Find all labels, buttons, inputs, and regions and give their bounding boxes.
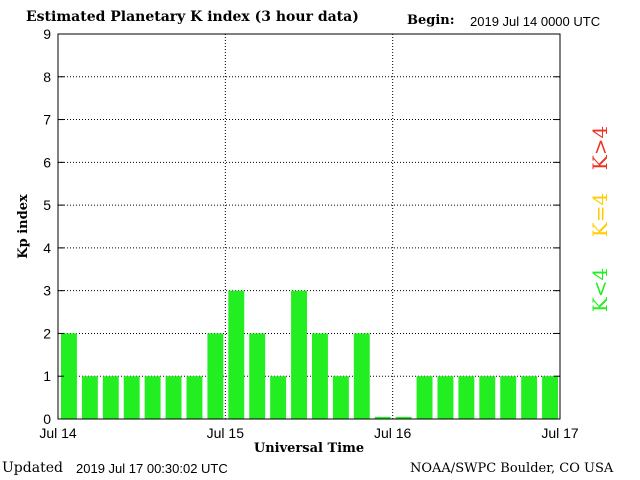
kp-bar bbox=[479, 376, 496, 419]
y-axis-ticks: 0 1 2 3 4 5 6 7 8 9 bbox=[43, 26, 560, 427]
x-tick-label: Jul 15 bbox=[207, 425, 245, 441]
y-tick-label: 0 bbox=[43, 411, 51, 427]
y-tick-label: 6 bbox=[43, 154, 51, 170]
y-tick-label: 7 bbox=[43, 112, 51, 128]
begin-value: 2019 Jul 14 0000 UTC bbox=[470, 14, 601, 29]
y-tick-label: 5 bbox=[43, 197, 51, 213]
kp-bar bbox=[186, 376, 203, 419]
kp-bar bbox=[416, 376, 433, 419]
y-tick-label: 3 bbox=[43, 283, 51, 299]
kp-bar bbox=[144, 376, 161, 419]
y-axis-title: Kp index bbox=[16, 194, 31, 259]
x-tick-label: Jul 14 bbox=[39, 425, 77, 441]
kp-bar bbox=[458, 376, 475, 419]
kp-bar bbox=[521, 376, 538, 419]
kp-bar bbox=[270, 376, 287, 419]
kp-bar bbox=[500, 376, 517, 419]
bars bbox=[61, 290, 558, 419]
updated-label: Updated bbox=[2, 460, 63, 476]
credit-text: NOAA/SWPC Boulder, CO USA bbox=[410, 461, 614, 476]
kp-bar bbox=[353, 333, 370, 419]
kp-bar bbox=[207, 333, 224, 419]
kp-bar bbox=[81, 376, 98, 419]
legend: K<4 K=4 K>4 bbox=[588, 126, 612, 312]
kp-bar bbox=[61, 333, 77, 419]
x-tick-label: Jul 17 bbox=[541, 425, 579, 441]
y-tick-label: 1 bbox=[43, 368, 51, 384]
legend-entry: K<4 bbox=[588, 268, 612, 312]
kp-bar bbox=[332, 376, 349, 419]
kp-bar bbox=[249, 333, 266, 419]
y-tick-label: 2 bbox=[43, 325, 51, 341]
kp-bar bbox=[228, 290, 245, 419]
kp-bar bbox=[123, 376, 140, 419]
x-axis-ticks: Jul 14 Jul 15 Jul 16 Jul 17 bbox=[39, 425, 579, 441]
kp-bar bbox=[312, 333, 328, 419]
x-tick-label: Jul 16 bbox=[374, 425, 412, 441]
updated-value: 2019 Jul 17 00:30:02 UTC bbox=[76, 461, 228, 476]
chart-title: Estimated Planetary K index (3 hour data… bbox=[26, 9, 359, 25]
begin-label: Begin: bbox=[407, 13, 455, 28]
kp-bar bbox=[102, 376, 119, 419]
x-axis-title: Universal Time bbox=[254, 441, 364, 456]
kp-bar bbox=[395, 416, 412, 419]
kp-bar bbox=[165, 376, 182, 419]
y-tick-label: 9 bbox=[43, 26, 51, 42]
y-tick-label: 8 bbox=[43, 69, 51, 85]
grid-lines bbox=[58, 34, 560, 419]
legend-entry: K=4 bbox=[588, 193, 612, 237]
kp-bar bbox=[542, 376, 558, 419]
y-tick-label: 4 bbox=[43, 240, 51, 256]
legend-entry: K>4 bbox=[588, 126, 612, 170]
kp-bar bbox=[437, 376, 454, 419]
kp-bar bbox=[374, 416, 391, 419]
kp-bar bbox=[291, 290, 307, 419]
plot-frame bbox=[57, 33, 561, 420]
